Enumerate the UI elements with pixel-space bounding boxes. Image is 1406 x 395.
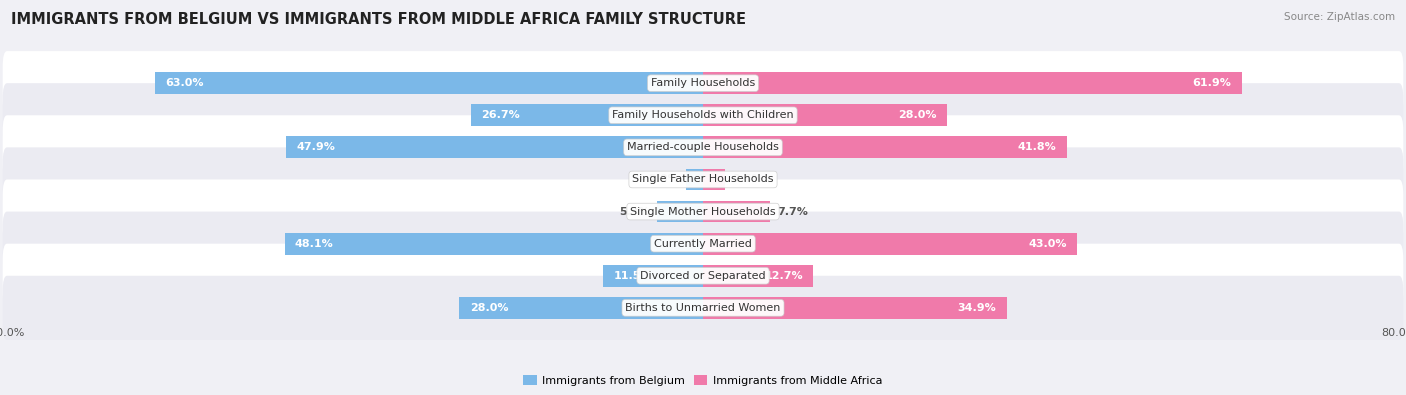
FancyBboxPatch shape	[3, 179, 1403, 244]
Bar	[703, 297, 1007, 319]
Text: 34.9%: 34.9%	[957, 303, 997, 313]
Text: Married-couple Households: Married-couple Households	[627, 142, 779, 152]
FancyBboxPatch shape	[3, 147, 1403, 212]
FancyBboxPatch shape	[3, 83, 1403, 147]
Text: 63.0%: 63.0%	[166, 78, 204, 88]
Bar	[657, 201, 703, 222]
Text: Currently Married: Currently Married	[654, 239, 752, 249]
Text: 2.5%: 2.5%	[731, 175, 762, 184]
FancyBboxPatch shape	[3, 276, 1403, 340]
FancyBboxPatch shape	[3, 115, 1403, 179]
Text: 43.0%: 43.0%	[1028, 239, 1067, 249]
FancyBboxPatch shape	[3, 51, 1403, 115]
Bar	[703, 137, 1067, 158]
Text: 47.9%: 47.9%	[297, 142, 336, 152]
Bar	[287, 137, 703, 158]
Text: 48.1%: 48.1%	[295, 239, 333, 249]
Bar	[603, 265, 703, 287]
Bar	[703, 201, 770, 222]
Text: 26.7%: 26.7%	[481, 110, 520, 120]
Text: 28.0%: 28.0%	[897, 110, 936, 120]
Bar	[471, 104, 703, 126]
FancyBboxPatch shape	[3, 244, 1403, 308]
Bar	[703, 169, 724, 190]
Text: Divorced or Separated: Divorced or Separated	[640, 271, 766, 281]
Bar	[686, 169, 703, 190]
Text: 5.3%: 5.3%	[619, 207, 650, 216]
Bar	[460, 297, 703, 319]
Text: Family Households with Children: Family Households with Children	[612, 110, 794, 120]
Text: 61.9%: 61.9%	[1192, 78, 1232, 88]
Text: Family Households: Family Households	[651, 78, 755, 88]
Bar	[284, 233, 703, 254]
Text: Single Father Households: Single Father Households	[633, 175, 773, 184]
FancyBboxPatch shape	[3, 212, 1403, 276]
Text: Single Mother Households: Single Mother Households	[630, 207, 776, 216]
Text: IMMIGRANTS FROM BELGIUM VS IMMIGRANTS FROM MIDDLE AFRICA FAMILY STRUCTURE: IMMIGRANTS FROM BELGIUM VS IMMIGRANTS FR…	[11, 12, 747, 27]
Legend: Immigrants from Belgium, Immigrants from Middle Africa: Immigrants from Belgium, Immigrants from…	[519, 371, 887, 390]
Bar	[703, 265, 814, 287]
Text: Source: ZipAtlas.com: Source: ZipAtlas.com	[1284, 12, 1395, 22]
Text: Births to Unmarried Women: Births to Unmarried Women	[626, 303, 780, 313]
Text: 11.5%: 11.5%	[613, 271, 652, 281]
Text: 12.7%: 12.7%	[765, 271, 803, 281]
Text: 28.0%: 28.0%	[470, 303, 509, 313]
Text: 41.8%: 41.8%	[1018, 142, 1056, 152]
Bar	[703, 104, 946, 126]
Text: 7.7%: 7.7%	[778, 207, 808, 216]
Text: 2.0%: 2.0%	[648, 175, 679, 184]
Bar	[703, 233, 1077, 254]
Bar	[155, 72, 703, 94]
Bar	[703, 72, 1241, 94]
